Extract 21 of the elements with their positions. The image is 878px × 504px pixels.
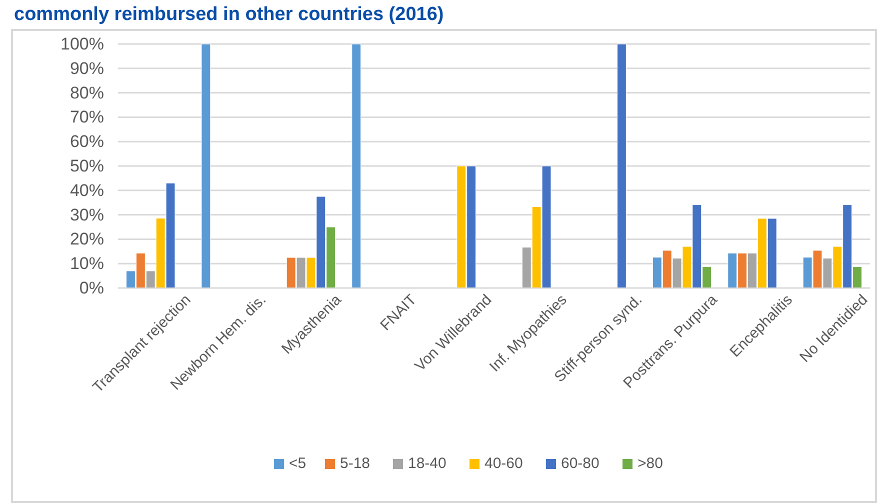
y-tick-label: 30%	[70, 205, 104, 224]
legend-label: 60-80	[561, 455, 600, 472]
legend-label: >80	[638, 455, 663, 472]
y-tick-label: 20%	[70, 230, 104, 249]
legend-label: <5	[289, 455, 306, 472]
y-tick-label: 50%	[70, 156, 104, 176]
y-tick-label: 40%	[70, 180, 104, 200]
bar	[201, 44, 211, 288]
y-tick-label: 60%	[70, 132, 104, 152]
y-tick-label: 80%	[70, 83, 104, 102]
y-tick-label: 10%	[70, 254, 104, 274]
bar	[616, 44, 626, 288]
chart-title: commonly reimbursed in other countries (2016)	[14, 4, 444, 25]
y-tick-label: 70%	[70, 108, 104, 127]
legend-label: 5-18	[340, 455, 370, 472]
legend-label: 18-40	[408, 455, 446, 472]
bar	[352, 44, 362, 288]
y-tick-label: 0%	[79, 278, 104, 298]
y-tick-label: 90%	[70, 58, 104, 78]
legend-label: 40-60	[484, 455, 523, 472]
y-tick-label: 100%	[60, 34, 104, 54]
